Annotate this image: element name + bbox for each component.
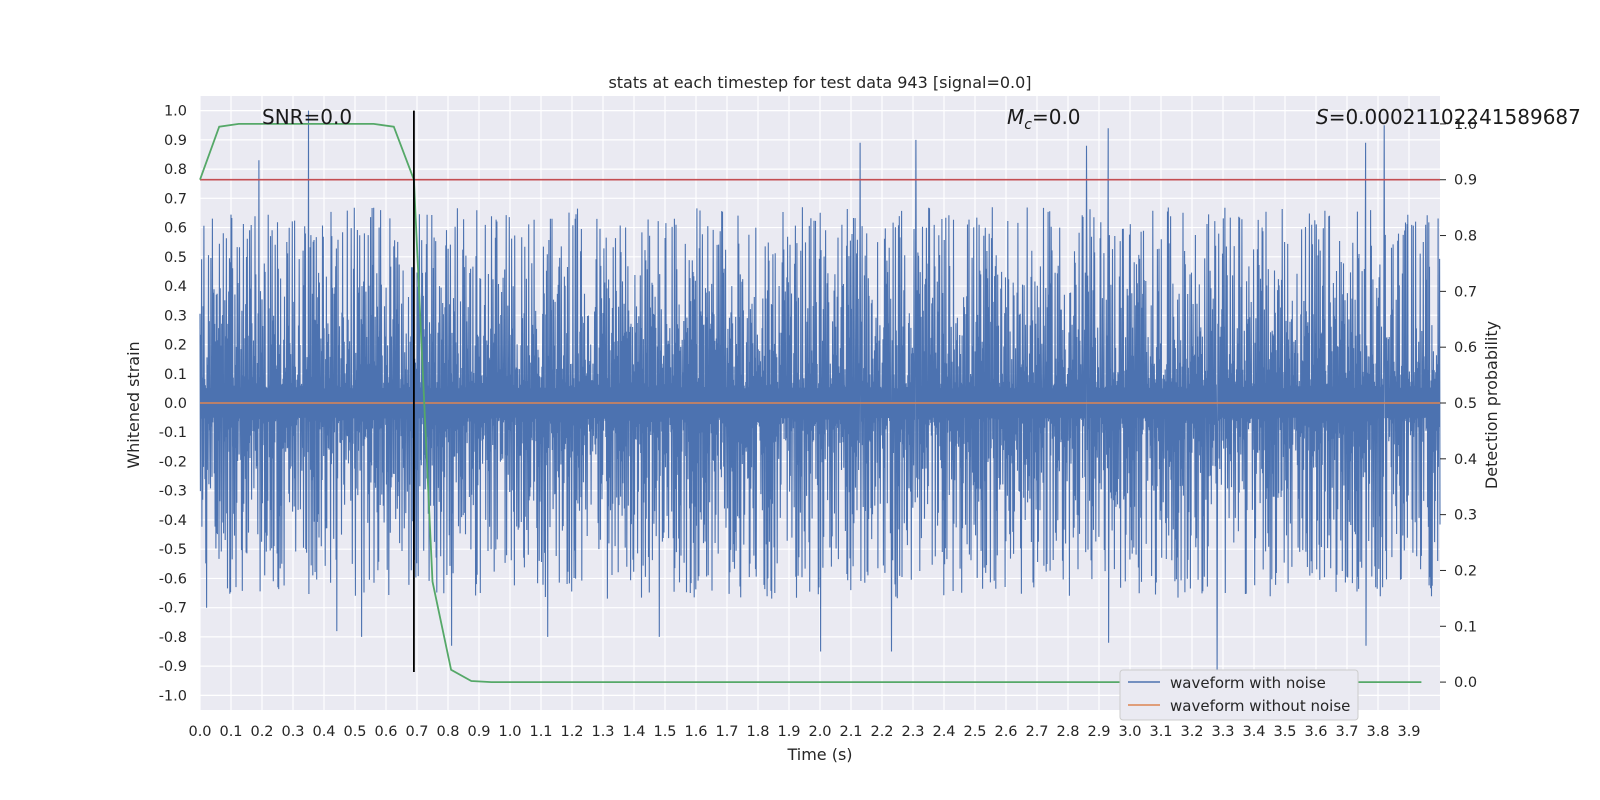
x-tick-label: 3.3 <box>1211 724 1234 740</box>
x-tick-label: 0.0 <box>188 724 211 740</box>
y2-axis-label: Detection probability <box>1482 321 1501 489</box>
x-tick-label: 2.9 <box>1087 724 1110 740</box>
legend-label-clean: waveform without noise <box>1170 697 1350 715</box>
x-tick-label: 1.5 <box>653 724 676 740</box>
x-tick-label: 0.3 <box>281 724 304 740</box>
chirp-mass-subscript: c <box>1024 117 1032 133</box>
right-y-axis-ticks: 1.0 0.9 0.8 0.7 0.6 0.5 0.4 0.3 0.2 0.1 0.0 <box>1440 117 1477 691</box>
y-tick-label: 1.0 <box>164 104 187 120</box>
x-tick-label: 3.5 <box>1273 724 1296 740</box>
y2-tick-label: 1.0 <box>1454 117 1477 133</box>
chart-title: stats at each timestep for test data 943… <box>608 73 1031 92</box>
snr-annotation: SNR=0.0 <box>262 105 352 129</box>
chirp-mass-value: =0.0 <box>1032 105 1081 129</box>
legend-box <box>1119 669 1359 721</box>
y2-tick-label: 0.8 <box>1454 229 1477 245</box>
s-symbol: S <box>1316 105 1329 129</box>
x-tick-label: 0.6 <box>374 724 397 740</box>
noisy-waveform-line <box>199 110 1441 675</box>
y-tick-label: -1.0 <box>159 688 187 704</box>
y-tick-label: -0.7 <box>159 601 187 617</box>
x-tick-label: 3.0 <box>1118 724 1141 740</box>
x-tick-label: 3.6 <box>1304 724 1327 740</box>
x-tick-label: 2.1 <box>839 724 862 740</box>
noisy-waveform-series <box>199 110 1441 675</box>
x-tick-label: 0.7 <box>405 724 428 740</box>
y2-tick-label: 0.5 <box>1454 396 1477 412</box>
x-tick-label: 2.5 <box>963 724 986 740</box>
x-tick-label: 2.7 <box>1025 724 1048 740</box>
x-tick-label: 2.3 <box>901 724 924 740</box>
left-y-axis-ticks: 1.0 0.9 0.8 0.7 0.6 0.5 0.4 0.3 0.2 0.1 0.0 -0.1 -0.… <box>159 104 187 705</box>
x-tick-label: 2.0 <box>808 724 831 740</box>
x-tick-label: 3.7 <box>1335 724 1358 740</box>
y2-tick-label: 0.2 <box>1454 563 1477 579</box>
y-tick-label: -0.4 <box>159 513 187 529</box>
x-tick-label: 1.4 <box>622 724 645 740</box>
x-tick-label: 1.7 <box>715 724 738 740</box>
x-tick-label: 3.2 <box>1180 724 1203 740</box>
y2-tick-label: 0.6 <box>1454 340 1477 356</box>
y-tick-label: 0.1 <box>164 367 187 383</box>
s-value: =0.00021102241589687 <box>1329 105 1581 129</box>
x-tick-label: 0.8 <box>436 724 459 740</box>
y-tick-label: -0.3 <box>159 484 187 500</box>
y-tick-label: -0.5 <box>159 542 187 558</box>
x-tick-label: 3.4 <box>1242 724 1265 740</box>
y2-tick-label: 0.3 <box>1454 508 1477 524</box>
x-tick-label: 2.2 <box>870 724 893 740</box>
x-tick-label: 2.4 <box>932 724 955 740</box>
y-axis-label: Whitened strain <box>124 341 143 468</box>
x-tick-label: 2.8 <box>1056 724 1079 740</box>
y-tick-label: 0.5 <box>164 250 187 266</box>
legend: waveform with noise waveform without noi… <box>1119 669 1359 721</box>
x-axis-label: Time (s) <box>786 745 852 764</box>
y-tick-label: 0.0 <box>164 396 187 412</box>
s-annotation: S=0.00021102241589687 <box>1316 105 1581 129</box>
y2-tick-label: 0.1 <box>1454 619 1477 635</box>
x-tick-label: 3.1 <box>1149 724 1172 740</box>
chirp-mass-symbol: M <box>1007 105 1024 129</box>
x-tick-label: 1.2 <box>560 724 583 740</box>
x-tick-label: 3.9 <box>1397 724 1420 740</box>
x-axis-ticks: 0.0 0.1 0.2 0.3 0.4 0.5 0.6 0.7 0.8 0.9 1.0 1.1 1.2 1… <box>188 724 1420 740</box>
y-tick-label: 0.7 <box>164 191 187 207</box>
y-tick-label: 0.3 <box>164 308 187 324</box>
y-tick-label: -0.2 <box>159 454 187 470</box>
y-tick-label: -0.9 <box>159 659 187 675</box>
y2-tick-label: 0.9 <box>1454 173 1477 189</box>
x-tick-label: 0.2 <box>250 724 273 740</box>
x-tick-label: 1.8 <box>746 724 769 740</box>
x-tick-label: 1.6 <box>684 724 707 740</box>
x-tick-label: 1.0 <box>498 724 521 740</box>
x-tick-label: 0.9 <box>467 724 490 740</box>
y2-tick-label: 0.7 <box>1454 284 1477 300</box>
y2-tick-label: 0.4 <box>1454 452 1477 468</box>
y-tick-label: 0.2 <box>164 338 187 354</box>
legend-label-noisy: waveform with noise <box>1170 674 1326 692</box>
y-tick-label: 0.6 <box>164 221 187 237</box>
x-tick-label: 1.3 <box>591 724 614 740</box>
y2-tick-label: 0.0 <box>1454 675 1477 691</box>
y-tick-label: -0.1 <box>159 425 187 441</box>
x-tick-label: 0.1 <box>219 724 242 740</box>
y-tick-label: 0.8 <box>164 162 187 178</box>
y-tick-label: -0.6 <box>159 571 187 587</box>
y-tick-label: 0.9 <box>164 133 187 149</box>
x-tick-label: 1.1 <box>529 724 552 740</box>
x-tick-label: 0.5 <box>343 724 366 740</box>
chirp-mass-annotation: Mc=0.0 <box>1007 105 1081 133</box>
y-tick-label: -0.8 <box>159 630 187 646</box>
x-tick-label: 3.8 <box>1366 724 1389 740</box>
y-tick-label: 0.4 <box>164 279 187 295</box>
x-tick-label: 1.9 <box>777 724 800 740</box>
x-tick-label: 0.4 <box>312 724 335 740</box>
x-tick-label: 2.6 <box>994 724 1017 740</box>
